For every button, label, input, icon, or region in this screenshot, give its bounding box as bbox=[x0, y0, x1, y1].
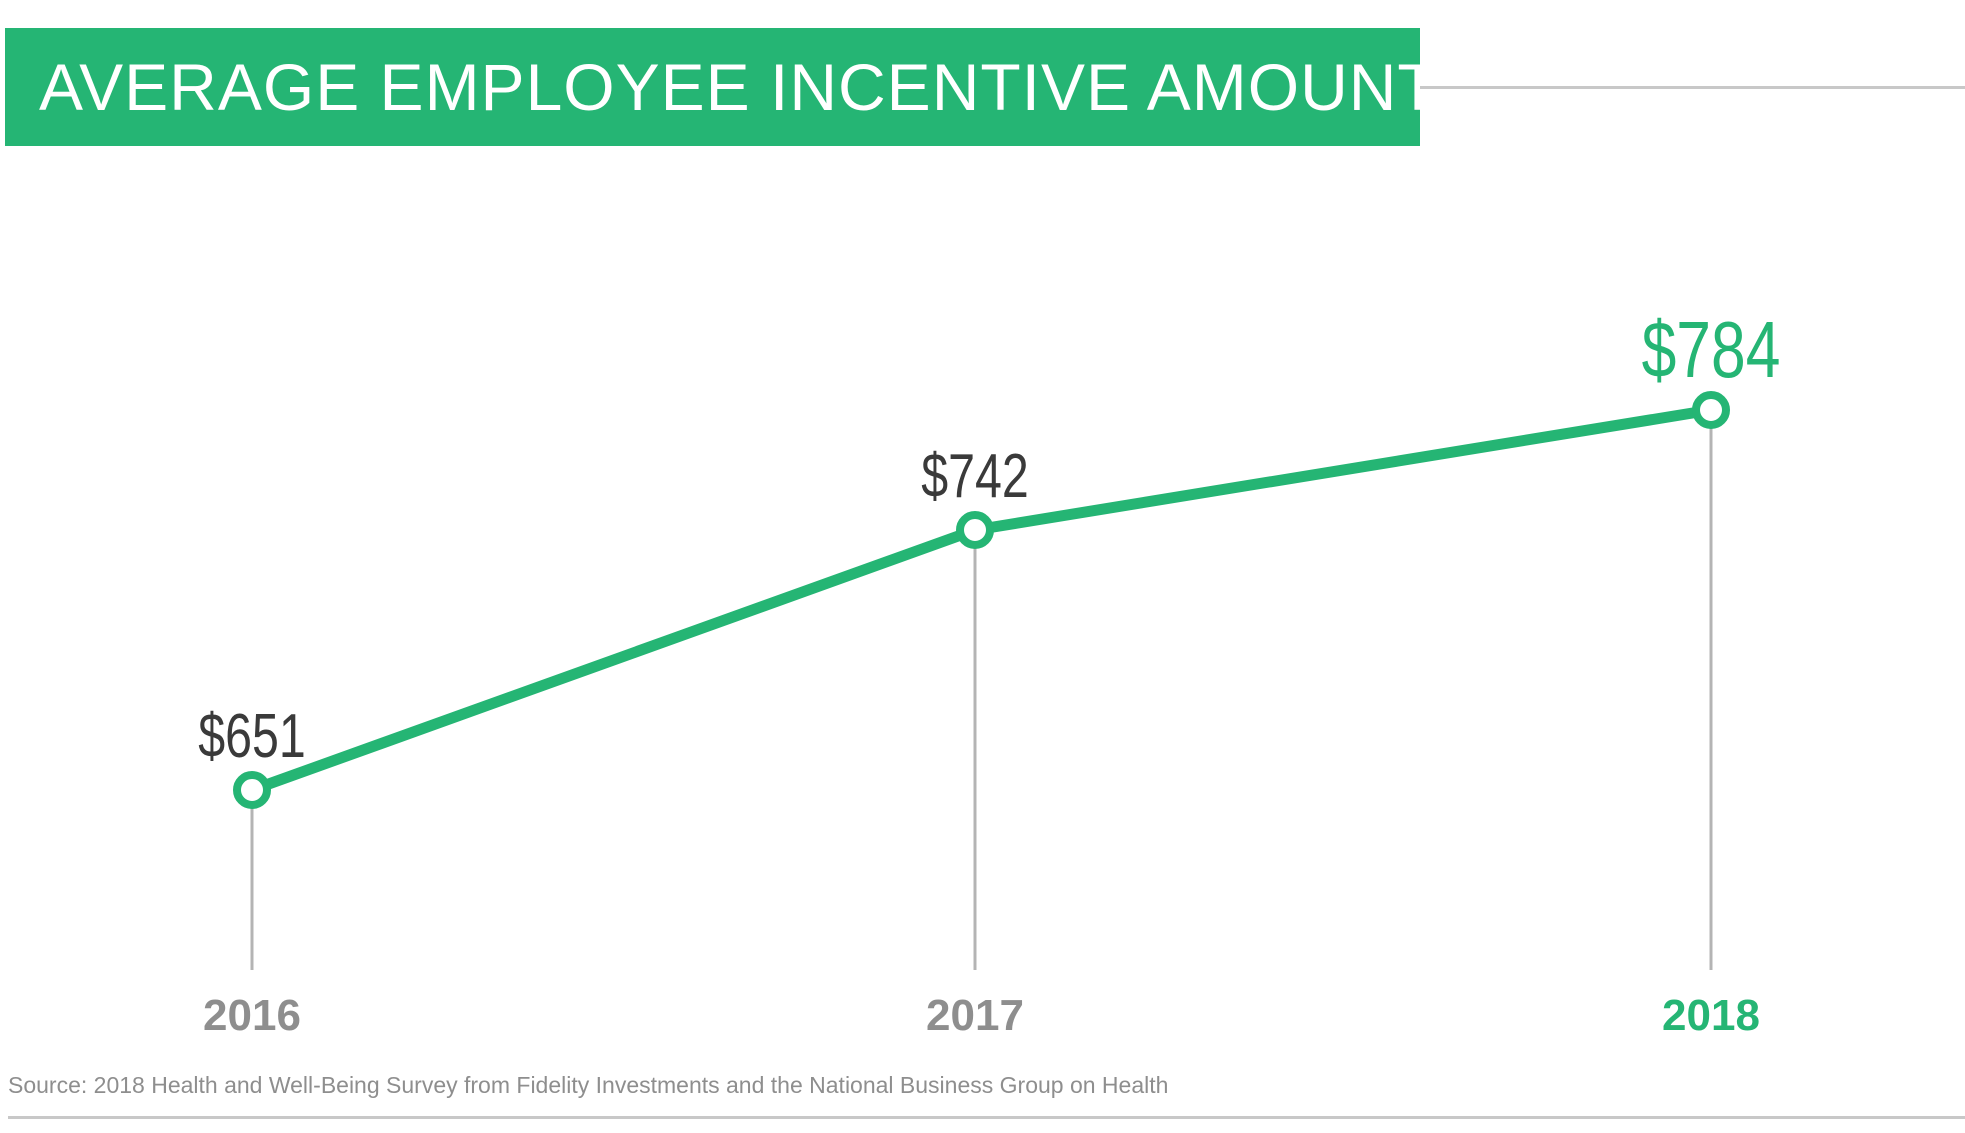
value-label-2018: $784 bbox=[1642, 306, 1781, 395]
tick-label-2017: 2017 bbox=[926, 991, 1024, 1040]
value-label-2016: $651 bbox=[198, 701, 306, 770]
chart-title: AVERAGE EMPLOYEE INCENTIVE AMOUNT bbox=[39, 50, 1439, 124]
value-label-2017: $742 bbox=[921, 441, 1029, 510]
source-note: Source: 2018 Health and Well-Being Surve… bbox=[8, 1072, 1169, 1098]
data-point-2017 bbox=[956, 511, 994, 549]
data-point-2018 bbox=[1692, 391, 1730, 429]
title-banner: AVERAGE EMPLOYEE INCENTIVE AMOUNT bbox=[5, 28, 1438, 146]
title-divider bbox=[1420, 86, 1965, 89]
bottom-divider bbox=[8, 1116, 1965, 1119]
data-point-2016 bbox=[233, 771, 271, 809]
tick-label-2016: 2016 bbox=[203, 991, 301, 1040]
tick-label-2018: 2018 bbox=[1662, 991, 1760, 1040]
